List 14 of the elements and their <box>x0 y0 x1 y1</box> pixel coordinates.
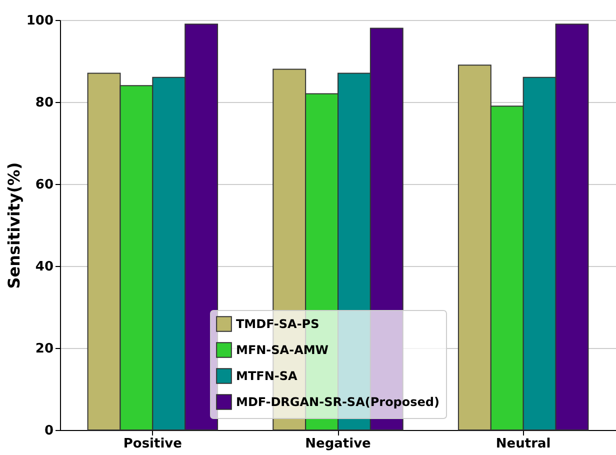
y-tick-label: 60 <box>35 178 54 192</box>
x-tick-label: Negative <box>305 436 372 452</box>
y-tick-label: 80 <box>35 96 54 110</box>
y-tick-label: 20 <box>35 342 54 356</box>
y-axis-title: Sensitivity(%) <box>4 162 24 289</box>
legend-label: MFN-SA-AMW <box>236 343 329 357</box>
legend-label: MTFN-SA <box>236 369 298 383</box>
y-tick-label: 100 <box>26 14 54 28</box>
y-tick-label: 40 <box>35 260 54 274</box>
legend-label: MDF-DRGAN-SR-SA(Proposed) <box>236 395 440 409</box>
y-tick-label: 0 <box>44 424 54 438</box>
x-tick-label: Positive <box>123 436 182 452</box>
x-tick-label: Neutral <box>496 436 551 452</box>
legend-label: TMDF-SA-PS <box>236 317 320 331</box>
